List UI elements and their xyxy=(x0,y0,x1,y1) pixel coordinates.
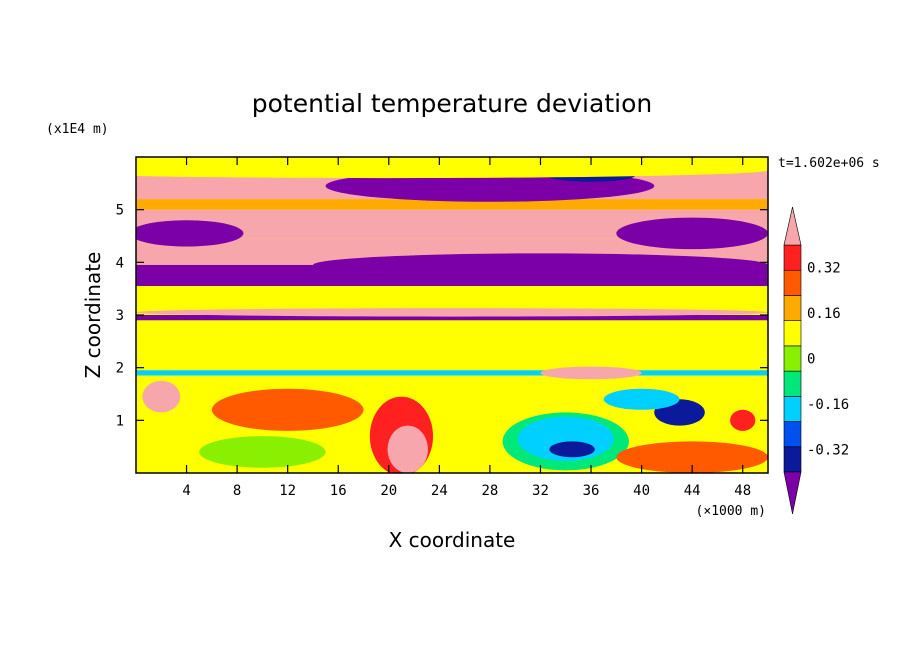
colorbar-segment-8 xyxy=(783,269,802,296)
time-label: t=1.602e+06 s xyxy=(778,156,880,171)
colorbar-tick-label-1: 0.16 xyxy=(807,306,841,322)
colorbar-segment-7 xyxy=(783,295,802,321)
field-feature-20 xyxy=(199,436,326,468)
colorbar-segment-3 xyxy=(783,396,802,422)
colorbar-extend-bottom xyxy=(783,471,802,515)
colorbar-segment-5 xyxy=(783,345,802,372)
colorbar-extend-top xyxy=(783,206,802,246)
colorbar-segment-6 xyxy=(783,320,802,347)
y-tick-label-4: 4 xyxy=(116,255,124,271)
y-axis: 1 2 3 4 5 xyxy=(116,203,768,429)
colorbar-tick-label-0: 0.32 xyxy=(807,261,841,277)
x-axis-unit: (×1000 m) xyxy=(696,504,766,519)
field-feature-7 xyxy=(540,366,642,380)
y-axis-unit: (x1E4 m) xyxy=(46,122,109,137)
colorbar-segment-4 xyxy=(783,370,802,397)
field-band-7 xyxy=(136,315,768,321)
colorbar-tick-label-4: -0.32 xyxy=(807,442,849,458)
x-tick-label-28: 28 xyxy=(481,483,498,499)
x-tick-label-44: 44 xyxy=(684,483,701,499)
x-tick-label-4: 4 xyxy=(182,483,190,499)
field-band-1 xyxy=(136,199,768,210)
field-feature-5 xyxy=(136,162,768,179)
field-feature-12 xyxy=(387,425,428,473)
colorbar-tick-label-2: 0 xyxy=(807,352,815,368)
y-tick-label-2: 2 xyxy=(116,361,124,377)
x-tick-label-36: 36 xyxy=(583,483,600,499)
field-feature-4 xyxy=(312,253,768,277)
x-tick-label-40: 40 xyxy=(633,483,650,499)
x-axis: 4 8 12 16 20 24 28 32 36 40 44 48 xyxy=(182,157,751,499)
colorbar-segment-2 xyxy=(783,421,802,448)
field-band-8 xyxy=(136,370,768,376)
x-tick-label-8: 8 xyxy=(233,483,241,499)
x-axis-label: X coordinate xyxy=(389,528,516,552)
field-feature-18 xyxy=(211,388,364,431)
x-tick-label-24: 24 xyxy=(431,483,448,499)
field-feature-6 xyxy=(136,308,768,317)
field-feature-10 xyxy=(549,441,595,458)
contour-field xyxy=(136,157,768,473)
x-tick-label-32: 32 xyxy=(532,483,549,499)
colorbar-segment-9 xyxy=(783,244,802,271)
y-tick-label-5: 5 xyxy=(116,203,124,219)
field-feature-3 xyxy=(616,217,768,250)
field-feature-19 xyxy=(616,441,768,473)
y-tick-label-1: 1 xyxy=(116,413,124,429)
x-tick-label-16: 16 xyxy=(330,483,347,499)
colorbar-tick-label-3: -0.16 xyxy=(807,397,849,413)
x-tick-label-48: 48 xyxy=(734,483,751,499)
y-axis-label: Z coordinate xyxy=(81,252,105,379)
x-tick-label-20: 20 xyxy=(380,483,397,499)
y-tick-label-3: 3 xyxy=(116,308,124,324)
field-feature-14 xyxy=(151,388,172,405)
chart-title: potential temperature deviation xyxy=(252,89,652,118)
field-feature-17 xyxy=(603,388,680,410)
field-feature-15 xyxy=(730,409,756,431)
x-tick-label-12: 12 xyxy=(279,483,296,499)
field-feature-2 xyxy=(136,220,244,247)
field-band-5 xyxy=(136,286,768,300)
colorbar-segment-1 xyxy=(783,446,802,473)
colorbar: 0.32 0.16 0 -0.16 -0.32 xyxy=(783,206,849,515)
